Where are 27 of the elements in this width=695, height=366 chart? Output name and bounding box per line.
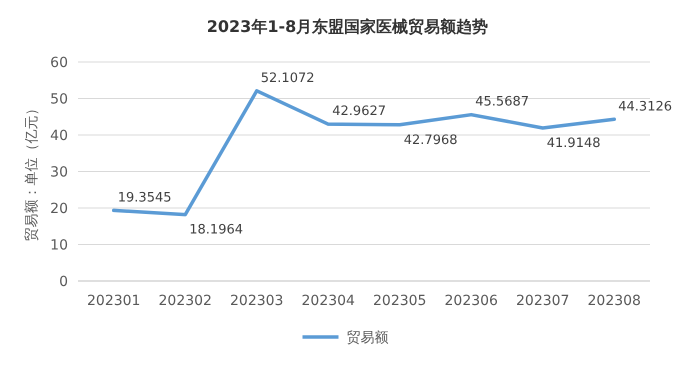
data-label: 52.1072 (260, 70, 315, 86)
data-label: 41.9148 (546, 136, 601, 152)
x-tick-label: 202308 (588, 293, 641, 309)
x-tick-label: 202303 (230, 293, 284, 309)
y-tick-label: 20 (50, 201, 68, 217)
y-tick-label: 0 (59, 274, 68, 290)
data-label: 18.1964 (189, 222, 244, 238)
y-tick-label: 60 (50, 55, 68, 71)
chart-title: 2023年1-8月东盟国家医械贸易额趋势 (206, 17, 488, 36)
data-label: 19.3545 (118, 190, 172, 206)
data-label: 45.5687 (475, 94, 530, 110)
x-tick-label: 202306 (444, 293, 498, 309)
data-label: 42.7968 (404, 132, 458, 148)
line-series (112, 89, 616, 216)
y-tick-label: 10 (50, 238, 68, 254)
data-label: 42.9627 (332, 104, 386, 120)
x-tick-label: 202301 (87, 293, 140, 309)
y-tick-label: 40 (50, 128, 68, 144)
data-label: 44.3126 (618, 99, 672, 114)
y-tick-label: 50 (50, 92, 68, 108)
x-tick-label: 202305 (373, 293, 426, 309)
y-axis-title: 贸易额：单位（亿元） (24, 102, 40, 242)
x-tick-label: 202307 (516, 293, 570, 309)
y-tick-label: 30 (50, 164, 68, 180)
legend-label: 贸易额 (346, 330, 388, 346)
x-tick-label: 202302 (158, 293, 212, 309)
x-tick-label: 202304 (302, 293, 356, 309)
